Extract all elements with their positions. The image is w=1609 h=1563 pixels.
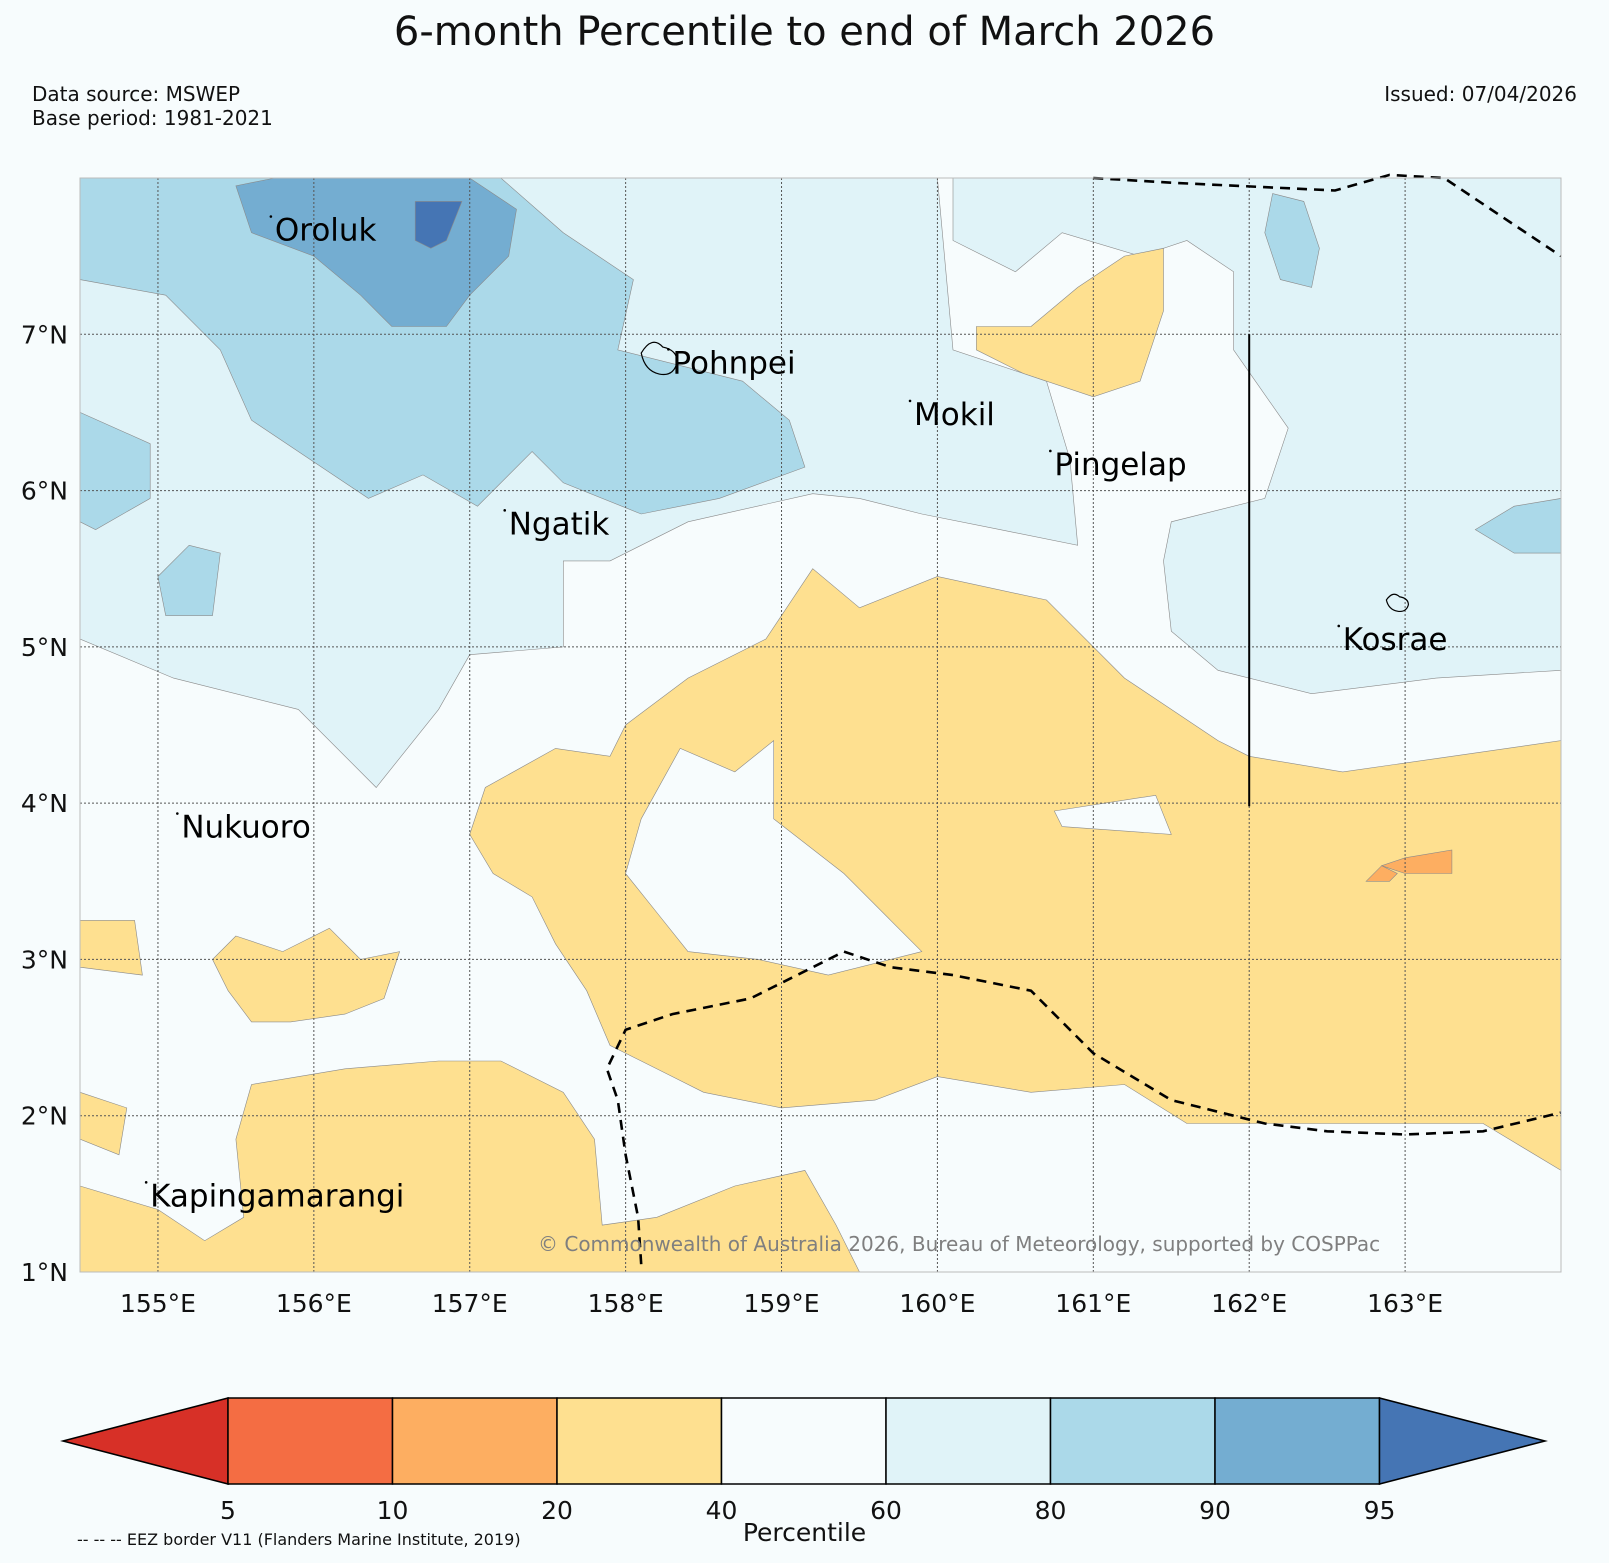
colorbar-tick-label: 90 (1199, 1496, 1231, 1525)
map-frame (79, 177, 1562, 1273)
pohnpei-island-outline (640, 341, 678, 376)
colorbar-tick-label: 80 (1035, 1496, 1067, 1525)
place-label: Pingelap (1054, 447, 1186, 483)
colorbar-segment (391, 1397, 558, 1485)
colorbar-segment (556, 1397, 723, 1485)
colorbar-segment (720, 1397, 887, 1485)
lon-tick-label: 158°E (588, 1289, 664, 1318)
lat-tick-label: 1°N (21, 1258, 68, 1287)
place-labels: Oroluk Pohnpei Mokil Pingelap Ngatik Kosrae Nu… (144, 213, 1448, 1214)
colorbar-tick-label: 5 (220, 1496, 236, 1525)
lon-tick-label: 161°E (1055, 1289, 1131, 1318)
eez-legend-note: -- -- -- EEZ border V11 (Flanders Marine… (77, 1530, 521, 1549)
region-40-60 (625, 739, 923, 976)
colorbar-tick-label: 40 (706, 1496, 738, 1525)
region-20-40 (79, 920, 143, 976)
place-marker (908, 399, 912, 403)
place-label: Pohnpei (672, 345, 795, 381)
place-label: Ngatik (509, 506, 610, 542)
eez-border-line (1093, 173, 1562, 258)
lon-tick-label: 162°E (1211, 1289, 1287, 1318)
place-label: Kosrae (1343, 622, 1448, 658)
eez-border-line (605, 950, 1562, 1265)
metadata-right: Issued: 07/04/2026 (1384, 82, 1577, 106)
colorbar: 5 10 20 40 60 80 90 95 (60, 1397, 1548, 1525)
lat-tick-label: 5°N (21, 633, 68, 662)
lat-tick-label: 4°N (21, 789, 68, 818)
colorbar-segment (1049, 1397, 1216, 1485)
place-marker (176, 812, 179, 815)
place-marker (144, 1181, 148, 1184)
place-marker (1049, 449, 1052, 453)
colorbar-tick-label: 10 (377, 1496, 409, 1525)
region-10-20 (1380, 849, 1453, 874)
place-marker (503, 509, 507, 512)
colorbar-segment (227, 1397, 394, 1485)
colorbar-tick-label: 95 (1364, 1496, 1396, 1525)
colorbar-label: Percentile (742, 1518, 867, 1547)
kosrae-island-outline (1385, 593, 1410, 613)
place-marker (1337, 624, 1341, 628)
eez-borders (605, 173, 1562, 1265)
colorbar-segment (885, 1397, 1052, 1485)
region-20-40 (469, 568, 1562, 1171)
axis-ticks: 155°E 156°E 157°E 158°E 159°E 160°E 161°E 162°E… (21, 320, 1443, 1318)
place-label: Kapingamarangi (150, 1178, 404, 1214)
colorbar-extend-high (1378, 1397, 1548, 1485)
place-marker (269, 215, 273, 218)
region-10-20 (1365, 865, 1398, 882)
lon-tick-label: 160°E (899, 1289, 975, 1318)
lon-tick-label: 155°E (120, 1289, 196, 1318)
issued-date: Issued: 07/04/2026 (1384, 82, 1577, 106)
region-80-90 (157, 544, 221, 616)
copyright-notice: © Commonwealth of Australia 2026, Bureau… (538, 1232, 1381, 1256)
region-60-80 (952, 177, 1562, 695)
base-period: Base period: 1981-2021 (32, 106, 273, 130)
lon-tick-label: 163°E (1367, 1289, 1443, 1318)
lat-tick-label: 2°N (21, 1102, 68, 1131)
metadata-left: Data source: MSWEP Base period: 1981-202… (32, 82, 273, 130)
colorbar-extend-low (60, 1397, 229, 1485)
lat-tick-label: 7°N (21, 320, 68, 349)
lon-tick-label: 156°E (276, 1289, 352, 1318)
place-label: Mokil (914, 397, 995, 433)
lat-tick-label: 3°N (21, 945, 68, 974)
region-20-40 (212, 927, 401, 1023)
colorbar-segment (1214, 1397, 1381, 1485)
region-80-90 (79, 177, 806, 515)
lon-tick-label: 159°E (744, 1289, 820, 1318)
region->95 (414, 201, 463, 249)
place-marker (667, 348, 670, 351)
percentile-regions (79, 177, 1562, 1273)
colorbar-tick-label: 20 (541, 1496, 573, 1525)
place-label: Nukuoro (181, 810, 310, 846)
region-20-40 (976, 247, 1164, 398)
data-source: Data source: MSWEP (32, 82, 241, 106)
lat-tick-label: 6°N (21, 477, 68, 506)
lon-tick-label: 157°E (432, 1289, 508, 1318)
place-label: Oroluk (275, 213, 377, 249)
map-title: 6-month Percentile to end of March 2026 (393, 9, 1216, 55)
region-80-90 (1264, 193, 1320, 288)
colorbar-tick-label: 60 (870, 1496, 902, 1525)
region-40-60 (1053, 794, 1172, 835)
